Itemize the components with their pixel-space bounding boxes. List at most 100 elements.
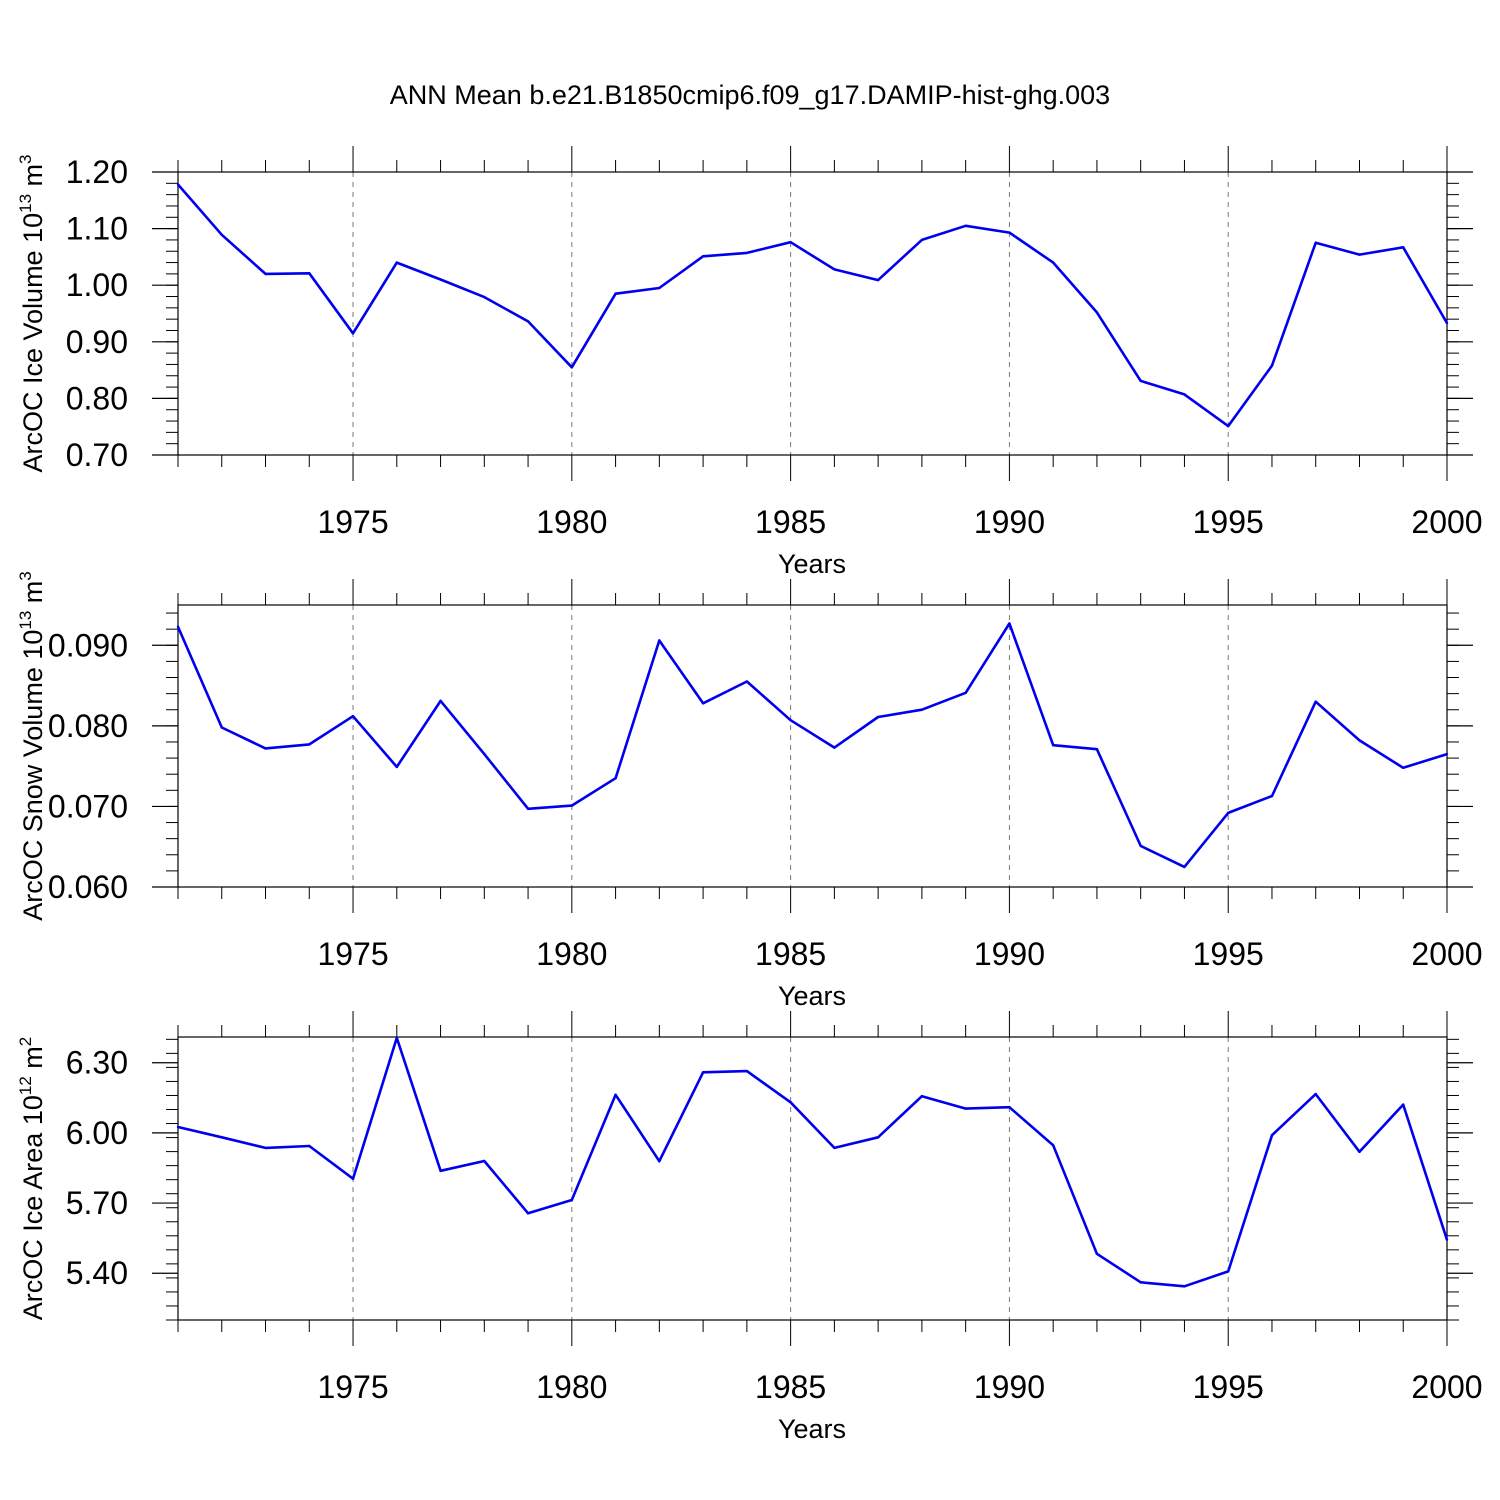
data-point: [745, 1069, 749, 1073]
data-point: [570, 804, 574, 807]
x-axis-label: Years: [778, 1414, 846, 1444]
y-tick-label: 0.70: [66, 437, 128, 473]
data-point: [833, 1146, 836, 1150]
data-point: [920, 238, 924, 242]
data-point: [701, 1071, 705, 1074]
data-point: [1314, 241, 1317, 244]
data-point: [220, 726, 223, 729]
data-point: [789, 1101, 792, 1104]
data-point: [1314, 1092, 1317, 1096]
data-point: [1314, 700, 1317, 703]
data-point: [876, 715, 880, 719]
x-tick-label: 2000: [1411, 1369, 1482, 1405]
data-point: [264, 272, 267, 276]
data-point: [1095, 748, 1099, 751]
data-point: [1270, 794, 1274, 798]
data-point: [1139, 1281, 1142, 1284]
data-point: [833, 746, 836, 749]
data-point: [1402, 766, 1405, 769]
data-point: [833, 268, 836, 271]
data-point: [1270, 364, 1274, 367]
data-point: [570, 366, 574, 369]
data-point: [1445, 321, 1449, 325]
data-point: [1183, 393, 1186, 396]
y-tick-label: 5.70: [66, 1185, 128, 1221]
data-point: [526, 807, 530, 811]
series-line: [177, 183, 1449, 428]
x-tick-label: 1990: [974, 1369, 1045, 1405]
data-point: [701, 255, 705, 258]
data-point: [220, 1136, 223, 1139]
data-point: [658, 639, 661, 642]
y-axis-label: ArcOC Ice Area 1012 m2: [16, 1037, 48, 1321]
data-point: [701, 702, 705, 705]
data-point: [1227, 811, 1230, 815]
data-point: [220, 233, 223, 237]
data-point: [1402, 246, 1405, 249]
data-point: [614, 292, 617, 295]
data-point: [964, 224, 967, 227]
data-point: [876, 278, 880, 282]
data-point: [570, 1198, 574, 1202]
data-point: [1095, 311, 1099, 314]
data-point: [395, 261, 398, 264]
data-point: [351, 714, 355, 718]
y-tick-label: 6.00: [66, 1115, 128, 1151]
x-tick-label: 1985: [755, 1369, 826, 1405]
data-point: [395, 1036, 398, 1040]
panels: 0.70 0.80 0.90 1.00 1.10 1.20 1975 1980 1985 1990…: [16, 146, 1483, 1444]
data-point: [1051, 261, 1055, 264]
data-point: [745, 680, 749, 683]
data-point: [789, 719, 792, 722]
data-point: [176, 625, 180, 628]
data-point: [1358, 739, 1361, 742]
y-tick-label: 1.10: [66, 211, 128, 247]
x-tick-label: 1975: [317, 936, 388, 972]
x-tick-label: 2000: [1411, 936, 1482, 972]
x-tick-label: 1980: [536, 1369, 607, 1405]
x-tick-label: 1995: [1193, 504, 1264, 540]
y-tick-label: 1.20: [66, 154, 128, 190]
data-point: [658, 286, 661, 290]
x-tick-label: 1985: [755, 936, 826, 972]
data-point: [964, 1107, 967, 1110]
x-tick-label: 2000: [1411, 504, 1482, 540]
y-tick-label: 0.080: [48, 708, 128, 744]
data-point: [1095, 1252, 1099, 1256]
data-point: [1139, 844, 1142, 848]
data-point: [1358, 1150, 1361, 1154]
x-tick-label: 1995: [1193, 936, 1264, 972]
x-tick-label: 1995: [1193, 1369, 1264, 1405]
x-tick-label: 1985: [755, 504, 826, 540]
data-point: [1227, 1270, 1230, 1273]
figure-title: ANN Mean b.e21.B1850cmip6.f09_g17.DAMIP-…: [390, 80, 1110, 110]
panel-3: 5.40 5.70 6.00 6.30 1975 1980 1985 1990 1995 2000…: [16, 1011, 1483, 1444]
panel-1: 0.70 0.80 0.90 1.00 1.10 1.20 1975 1980 1985 1990…: [16, 146, 1483, 579]
plot-frame: [177, 1036, 1448, 1321]
data-point: [658, 1159, 661, 1163]
x-axis-label: Years: [778, 549, 846, 579]
x-tick-label: 1975: [317, 504, 388, 540]
x-tick-label: 1980: [536, 936, 607, 972]
x-tick-label: 1990: [974, 504, 1045, 540]
data-point: [526, 320, 530, 323]
data-point: [264, 1146, 267, 1150]
y-tick-label: 5.40: [66, 1255, 128, 1291]
data-point: [1051, 743, 1055, 747]
data-point: [395, 765, 398, 769]
data-point: [308, 743, 311, 746]
data-point: [308, 272, 311, 275]
data-point: [1358, 253, 1361, 256]
y-axis-label: ArcOC Snow Volume 1013 m3: [16, 571, 48, 921]
data-point: [439, 1169, 442, 1172]
plot-frame: [177, 604, 1448, 888]
data-point: [439, 278, 442, 281]
data-point: [176, 1125, 180, 1129]
data-point: [1008, 622, 1011, 625]
y-axis-label: ArcOC Ice Volume 1013 m3: [16, 154, 48, 472]
data-point: [614, 777, 617, 780]
x-axis-label: Years: [778, 981, 846, 1011]
data-point: [789, 240, 792, 244]
data-point: [1008, 1105, 1011, 1109]
panel-2: 0.060 0.070 0.080 0.090 1975 1980 1985 1990 1995…: [16, 571, 1483, 1011]
